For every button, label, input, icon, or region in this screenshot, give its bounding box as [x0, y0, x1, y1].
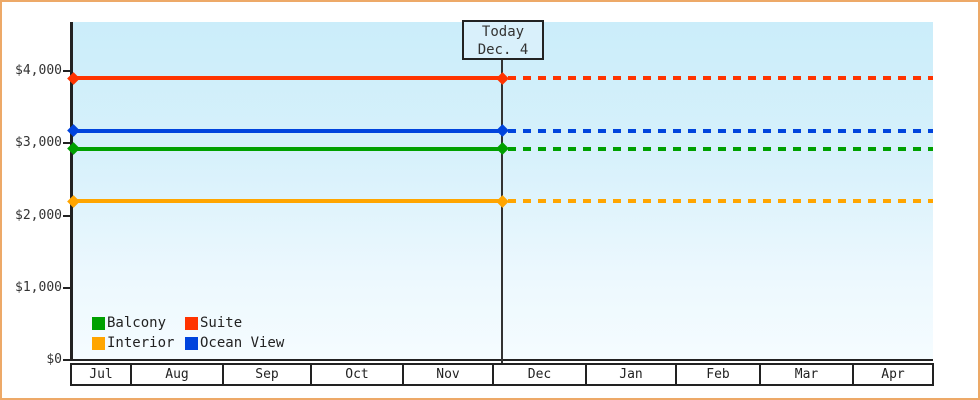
legend-swatch-ocean-view — [185, 336, 198, 350]
month-cell-sep: Sep — [222, 365, 310, 384]
legend-label-suite: Suite — [200, 315, 243, 331]
price-line-solid-ocean-view — [73, 128, 502, 133]
y-tick-label: $4,000 — [15, 63, 62, 78]
price-line-solid-balcony — [73, 146, 502, 151]
y-tick-mark — [63, 70, 71, 72]
y-tick-mark — [63, 286, 71, 289]
legend-swatch-balcony — [92, 316, 105, 330]
legend-label-ocean-view: Ocean View — [200, 335, 285, 351]
month-cell-apr: Apr — [852, 365, 932, 384]
legend-label-interior: Interior — [107, 335, 175, 351]
legend-item-suite: Suite — [185, 313, 284, 333]
y-tick-mark — [63, 142, 71, 145]
legend-swatch-suite — [185, 316, 198, 330]
month-cell-oct: Oct — [310, 365, 402, 384]
today-label-line1: Today — [481, 24, 525, 40]
month-cell-dec: Dec — [492, 365, 585, 384]
price-line-dashed-interior — [508, 199, 933, 204]
legend-item-ocean-view: Ocean View — [185, 333, 284, 353]
price-line-dashed-ocean-view — [508, 128, 933, 133]
month-cell-jan: Jan — [585, 365, 675, 384]
legend-item-balcony: Balcony — [92, 313, 185, 333]
legend-label-balcony: Balcony — [107, 315, 167, 331]
legend-swatch-interior — [92, 336, 105, 350]
month-cell-feb: Feb — [675, 365, 759, 384]
y-tick-mark — [63, 359, 71, 361]
y-tick-mark — [63, 214, 71, 217]
price-line-solid-interior — [73, 199, 502, 204]
month-cell-aug: Aug — [130, 365, 222, 384]
month-cell-mar: Mar — [759, 365, 852, 384]
today-label-line2: Dec. 4 — [477, 42, 529, 58]
today-vertical-line — [501, 60, 503, 364]
x-axis-month-row: Jul Aug Sep Oct Nov Dec Jan Feb Mar Apr — [70, 363, 934, 386]
y-tick-label: $3,000 — [15, 135, 62, 151]
y-tick-label: $2,000 — [15, 207, 62, 223]
legend-item-interior: Interior — [92, 333, 185, 353]
price-line-solid-suite — [73, 76, 502, 81]
price-line-dashed-balcony — [508, 146, 933, 151]
legend: Balcony Suite Interior Ocean View — [92, 313, 284, 353]
today-label-box: Today Dec. 4 — [462, 20, 544, 60]
price-line-dashed-suite — [508, 76, 933, 81]
y-tick-label: $1,000 — [15, 279, 62, 295]
y-tick-label: $0 — [46, 352, 62, 367]
month-cell-nov: Nov — [402, 365, 492, 384]
month-cell-jul: Jul — [89, 367, 113, 382]
